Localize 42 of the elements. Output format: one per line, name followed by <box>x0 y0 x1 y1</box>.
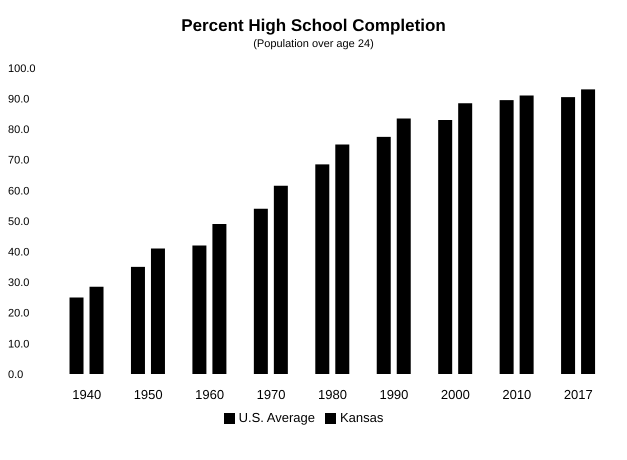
y-tick-label: 30.0 <box>8 277 30 290</box>
bar <box>438 120 452 374</box>
y-tick-label: 80.0 <box>8 124 30 136</box>
y-tick-label: 90.0 <box>8 94 30 106</box>
bar <box>335 144 350 374</box>
x-tick-label: 1990 <box>379 387 408 402</box>
x-tick-label: 1970 <box>256 387 286 402</box>
bar <box>90 286 104 374</box>
y-tick-label: 60.0 <box>8 185 30 198</box>
bar <box>254 208 268 374</box>
x-tick-label: 1980 <box>318 387 347 402</box>
bar <box>458 103 472 374</box>
bar <box>581 89 596 374</box>
y-tick-label: 100.0 <box>8 62 36 75</box>
bar <box>150 248 165 374</box>
y-tick-label: 50.0 <box>8 216 30 228</box>
x-tick-label: 1940 <box>72 387 102 402</box>
bar <box>520 96 534 374</box>
bar <box>315 164 330 374</box>
bar <box>212 224 226 374</box>
x-tick-label: 2010 <box>502 387 532 402</box>
bar <box>396 118 411 374</box>
y-tick-label: 40.0 <box>8 246 30 259</box>
chart-title: Percent High School Completion <box>180 16 447 36</box>
chart-subtitle: (Population over age 24) <box>252 38 375 50</box>
bar <box>274 186 288 374</box>
legend-label: U.S. Average <box>238 410 315 425</box>
y-tick-label: 0.0 <box>8 368 24 381</box>
x-tick-label: 2017 <box>564 387 593 402</box>
y-tick-label: 70.0 <box>8 154 30 167</box>
bar <box>561 97 576 374</box>
bar <box>192 245 206 374</box>
y-tick-label: 10.0 <box>8 338 30 350</box>
x-tick-label: 1950 <box>134 387 163 402</box>
legend-label: Kansas <box>340 410 384 425</box>
bar <box>130 266 145 374</box>
bar <box>376 136 391 374</box>
x-tick-label: 1960 <box>195 387 224 402</box>
bar <box>70 298 84 374</box>
y-tick-label: 20.0 <box>8 308 30 320</box>
bar <box>500 100 514 374</box>
x-tick-label: 2000 <box>440 387 470 402</box>
